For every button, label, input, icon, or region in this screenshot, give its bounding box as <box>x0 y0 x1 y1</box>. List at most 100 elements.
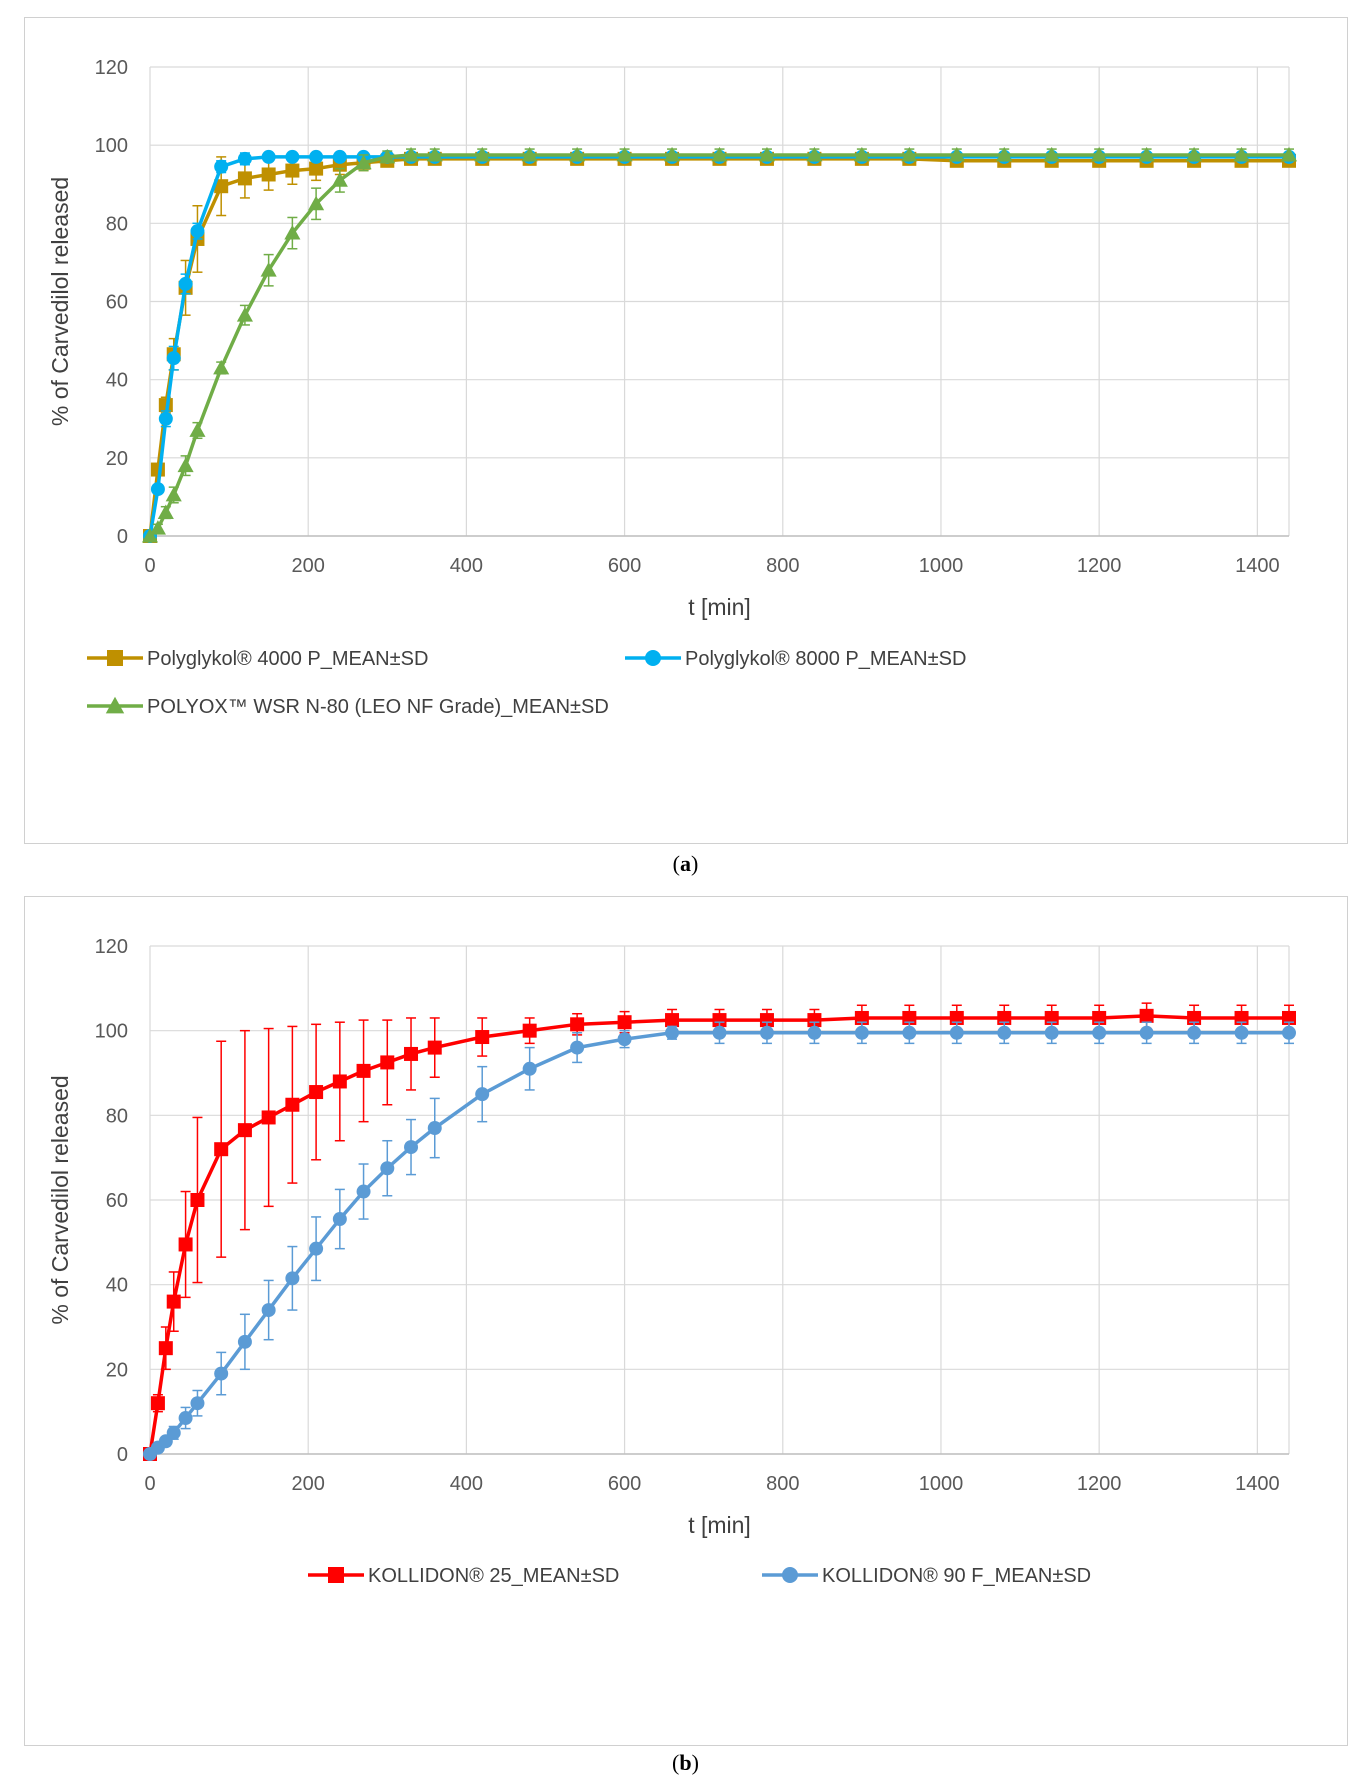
data-point <box>616 146 633 162</box>
series-2 <box>141 146 1298 543</box>
data-point <box>190 224 205 239</box>
data-point <box>570 1017 585 1032</box>
data-point <box>807 1013 822 1028</box>
data-point <box>1138 146 1155 162</box>
series-line <box>148 153 1289 538</box>
y-tick-label: 60 <box>106 292 128 314</box>
data-point <box>1092 1025 1107 1040</box>
data-point <box>214 1142 229 1157</box>
chart-panel-a: 0 200 400 600 800 1000 1200 1400 0 20 40 60 80 100 120… <box>24 17 1348 844</box>
data-point <box>149 520 166 535</box>
x-tick-label: 800 <box>766 555 799 577</box>
data-point <box>178 276 193 291</box>
y-tick-label: 20 <box>106 1359 128 1381</box>
y-tick-label: 80 <box>106 1105 128 1127</box>
gridlines <box>149 66 1290 537</box>
x-tick-label: 200 <box>292 555 325 577</box>
data-point <box>165 486 182 502</box>
data-point <box>663 146 681 162</box>
data-point <box>356 1184 371 1199</box>
series-line <box>148 1014 1289 1455</box>
x-tick-label: 1000 <box>919 555 964 577</box>
data-point <box>309 1241 324 1256</box>
data-point <box>213 359 230 375</box>
data-point <box>759 1025 774 1040</box>
data-point <box>309 161 324 176</box>
series-line <box>148 157 1289 537</box>
data-point <box>901 146 918 162</box>
data-point <box>332 1212 347 1227</box>
data-point <box>332 149 347 164</box>
data-point <box>475 1030 490 1045</box>
legend-label: Polyglykol® 8000 P_MEAN±SD <box>685 648 966 670</box>
data-point <box>141 527 159 543</box>
data-point <box>158 411 173 426</box>
data-point <box>1091 146 1108 162</box>
data-point <box>261 1303 276 1318</box>
x-tick-label: 1400 <box>1235 1473 1280 1495</box>
series-1 <box>143 1021 1296 1461</box>
data-point <box>166 351 181 366</box>
data-point <box>380 1161 395 1176</box>
data-point <box>331 172 348 187</box>
x-tick-label: 1400 <box>1235 555 1280 577</box>
data-point <box>237 171 252 186</box>
y-axis-title: % of Carvedilol released <box>47 177 73 426</box>
y-tick-label: 0 <box>117 1444 128 1466</box>
chart-b: 0 200 400 600 800 1000 1200 1400 0 20 40 60 80 100 120… <box>47 936 1296 1587</box>
data-point <box>158 1341 173 1356</box>
x-tick-label: 1200 <box>1077 1473 1122 1495</box>
legend-marker <box>328 1567 344 1583</box>
data-point <box>380 1055 395 1070</box>
data-point <box>237 151 252 166</box>
data-point <box>712 1013 727 1028</box>
data-point <box>379 148 396 164</box>
legend-label: KOLLIDON® 25_MEAN±SD <box>368 1565 619 1587</box>
legend-marker <box>782 1567 798 1583</box>
y-tick-label: 80 <box>106 213 128 235</box>
y-axis-title: % of Carvedilol released <box>47 1075 73 1324</box>
data-point <box>522 1023 537 1038</box>
y-tick-label: 100 <box>95 135 128 157</box>
data-point <box>948 146 965 162</box>
data-point <box>309 1085 324 1100</box>
chart-panel-b: 0 200 400 600 800 1000 1200 1400 0 20 40 60 80 100 120… <box>24 896 1348 1746</box>
x-tick-label: 200 <box>292 1473 325 1495</box>
caption-b: (b) <box>672 1750 699 1775</box>
y-tick-label: 0 <box>117 526 128 548</box>
x-tick-label: 800 <box>766 1473 799 1495</box>
x-tick-label: 0 <box>144 1473 155 1495</box>
data-point <box>1139 1025 1154 1040</box>
x-tick-label: 600 <box>608 1473 641 1495</box>
y-tick-label: 120 <box>95 57 128 79</box>
legend-label: POLYOX™ WSR N-80 (LEO NF Grade)_MEAN±SD <box>147 696 609 718</box>
data-point <box>617 1032 632 1047</box>
data-point <box>1280 146 1298 162</box>
x-tick-label: 400 <box>450 555 483 577</box>
legend-label: KOLLIDON® 90 F_MEAN±SD <box>822 1565 1091 1587</box>
data-point <box>949 1025 964 1040</box>
data-point <box>665 1013 680 1028</box>
x-tick-label: 600 <box>608 555 641 577</box>
data-point <box>711 146 728 162</box>
y-tick-label: 120 <box>95 936 128 958</box>
data-point <box>853 146 870 162</box>
y-tick-label: 40 <box>106 1275 128 1297</box>
data-point <box>261 1110 276 1125</box>
data-point <box>261 149 276 164</box>
y-tick-label: 20 <box>106 448 128 470</box>
data-point <box>570 1040 585 1055</box>
data-point <box>285 163 300 178</box>
series-line <box>148 1031 1289 1456</box>
y-tick-label: 40 <box>106 370 128 392</box>
data-point <box>521 146 538 162</box>
data-point <box>854 1025 869 1040</box>
data-point <box>285 1097 300 1112</box>
data-point <box>427 1040 442 1055</box>
data-point <box>569 146 586 162</box>
data-point <box>189 422 206 437</box>
data-point <box>178 1237 193 1252</box>
data-point <box>236 307 253 322</box>
data-point <box>260 262 277 277</box>
data-point <box>1187 1025 1202 1040</box>
